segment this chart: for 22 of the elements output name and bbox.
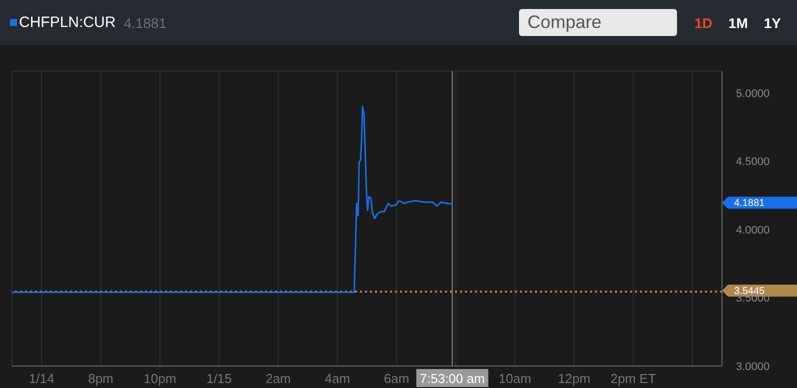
x-tick-label: 1/15 xyxy=(206,371,232,386)
x-tick-label: 4am xyxy=(324,371,350,386)
y-tick-label: 3.0000 xyxy=(736,360,770,373)
x-tick-label: 10pm xyxy=(144,371,176,386)
x-tick-label: 8pm xyxy=(88,371,114,386)
ref-line-label: 7:53:00 am xyxy=(420,371,485,386)
x-tick-label: 2pm ET xyxy=(610,371,656,386)
text: 1D xyxy=(694,14,712,30)
text: 4.1881 xyxy=(734,198,766,210)
y-tick-label: 4.0000 xyxy=(736,224,770,236)
x-tick-label: 1/14 xyxy=(28,371,54,386)
text: 1M xyxy=(728,14,748,30)
x-tick-label: 12pm xyxy=(558,371,590,386)
x-tick-label: 6am xyxy=(384,371,410,386)
text: 1Y xyxy=(764,14,781,30)
text: 4.1881 xyxy=(124,14,167,30)
compare-field: Compare xyxy=(518,9,677,36)
legend-label: CHFPLN:CUR xyxy=(19,14,116,31)
x-tick-label: 10am xyxy=(498,371,532,386)
y-tick-label: 5.0000 xyxy=(736,88,770,100)
x-tick-label: 2am xyxy=(266,371,291,386)
y-tick-label: 4.5000 xyxy=(736,156,770,168)
